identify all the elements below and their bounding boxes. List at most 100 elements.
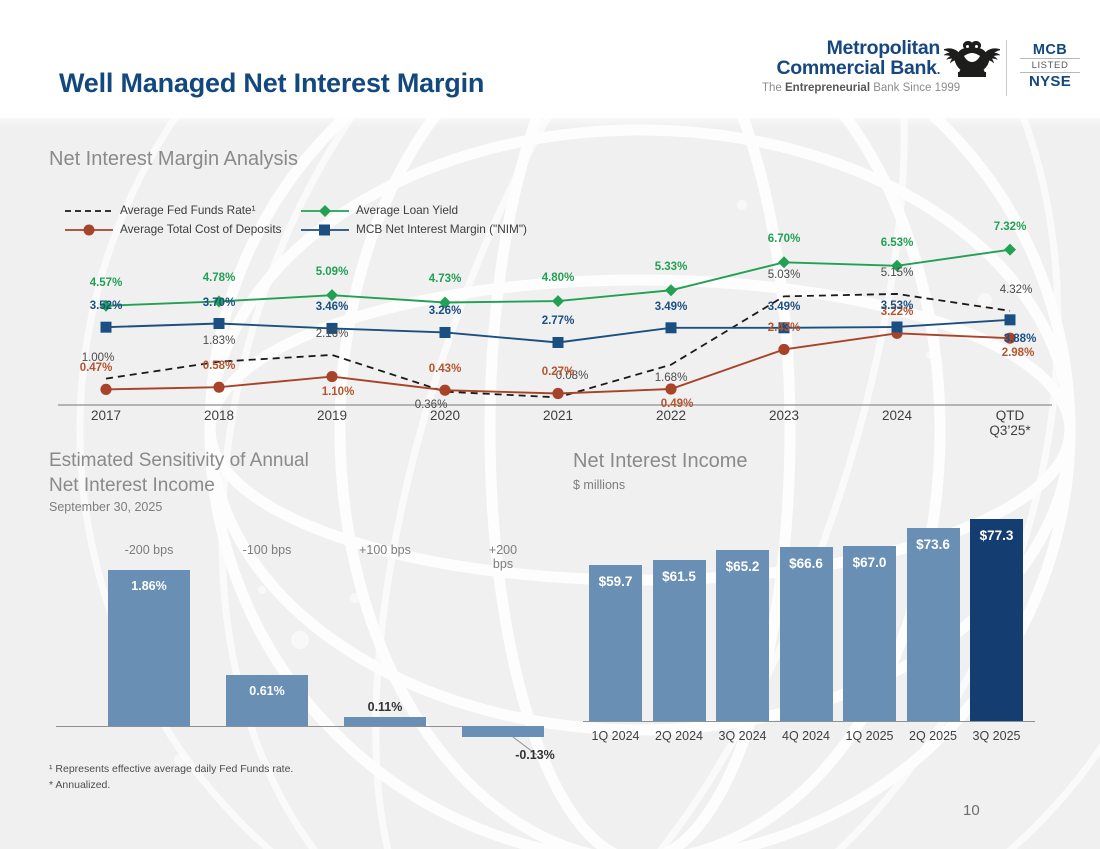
nii-bar [779, 546, 833, 721]
nii-category-label: 3Q 2024 [718, 729, 767, 743]
sensitivity-value-label: 0.11% [367, 699, 403, 714]
page-title: Well Managed Net Interest Margin [59, 68, 485, 98]
x-axis-label: 2018 [203, 408, 235, 423]
x-axis-label: 2023 [768, 408, 800, 423]
sensitivity-value-label: 1.86% [131, 578, 167, 593]
nii-category-label: 1Q 2024 [591, 729, 640, 743]
nim-chart-legend: Average Fed Funds Rate¹ Average Loan Yiel… [63, 203, 527, 243]
sensitivity-title-line1: Estimated Sensitivity of Annual [49, 450, 309, 471]
nii-value-label: $59.7 [598, 573, 633, 589]
data-label: 0.08% [555, 370, 589, 383]
sensitivity-bar [108, 569, 190, 726]
data-label: 2.98% [1001, 347, 1035, 360]
legend-item: MCB Net Interest Margin ("NIM") [299, 222, 527, 238]
nii-category-label: 1Q 2025 [845, 729, 894, 743]
nyse-listing-badge: MCB LISTED NYSE [1020, 42, 1080, 90]
logo-tagline-post: Bank Since 1999 [870, 82, 961, 94]
sensitivity-bar-chart: -200 bps -100 bps +100 bps +200 bps 1.86% 0.6… [48, 530, 555, 770]
nim-line-chart [50, 185, 1060, 420]
legend-label: Average Total Cost of Deposits [120, 222, 282, 237]
nii-bar [652, 559, 706, 721]
data-label: 0.43% [428, 363, 462, 376]
data-label: 3.49% [654, 300, 688, 313]
logo-line-2-mark: . [936, 62, 941, 77]
logo-divider [1006, 40, 1007, 96]
x-axis-label: QTD Q3’25* [989, 408, 1031, 438]
nim-x-axis: 2017 2018 2019 2020 2021 2022 2023 2024 QTD Q3’2… [50, 408, 1060, 438]
data-label: 4.32% [999, 283, 1033, 296]
sensitivity-category-label: +200 bps [488, 543, 518, 571]
data-label: 2.77% [541, 315, 575, 328]
legend-item: Average Total Cost of Deposits [63, 222, 282, 238]
legend-swatch [65, 224, 113, 236]
sensitivity-title-line2: Net Interest Income [49, 475, 215, 496]
data-label: 1.68% [654, 371, 688, 384]
nii-value-label: $65.2 [725, 559, 760, 575]
nii-category-label: 2Q 2024 [655, 729, 703, 743]
data-label: 5.15% [880, 266, 914, 279]
data-label: 0.27% [541, 366, 575, 379]
sensitivity-value-label: 0.61% [249, 683, 285, 698]
eagle-emblem-icon [942, 38, 1002, 87]
data-label: 3.26% [428, 305, 462, 318]
badge-exchange: NYSE [1028, 73, 1072, 90]
data-label: 0.36% [414, 398, 448, 411]
x-axis-label: 2022 [655, 408, 687, 423]
logo-tagline-pre: The [762, 82, 786, 94]
nii-bar [589, 564, 642, 721]
sensitivity-category-label: +100 bps [359, 543, 411, 557]
footnote-2: * Annualized. [49, 779, 111, 791]
data-label: 5.09% [315, 266, 349, 279]
sensitivity-zero-line [56, 726, 526, 727]
sensitivity-category-label: -200 bps [124, 543, 174, 557]
data-label: 0.58% [202, 360, 236, 373]
data-label: 4.57% [89, 276, 123, 289]
sensitivity-value-label: -0.13% [515, 747, 555, 762]
data-label: 3.46% [315, 301, 349, 314]
data-label: 1.83% [202, 334, 236, 347]
data-label: 2.43% [767, 322, 801, 335]
legend-swatch [301, 205, 349, 217]
legend-label: Average Fed Funds Rate¹ [120, 203, 256, 218]
data-label: 1.00% [81, 351, 115, 364]
nii-value-label: $66.6 [789, 555, 823, 571]
nii-value-label: $61.5 [662, 568, 696, 584]
logo-line-1: Metropolitan [826, 37, 941, 59]
data-label: 4.78% [202, 272, 236, 285]
sensitivity-leader-line [511, 735, 551, 762]
nii-subtitle: $ millions [573, 478, 626, 492]
data-label: 2.16% [315, 327, 349, 340]
data-label: 4.80% [541, 272, 575, 285]
logo-tagline-bold: Entrepreneurial [785, 82, 871, 94]
nii-category-label: 3Q 2025 [972, 729, 1021, 743]
legend-swatch [301, 224, 349, 236]
legend-item: Average Loan Yield [299, 203, 458, 219]
sensitivity-bar [226, 674, 308, 726]
nii-category-label: 2Q 2025 [909, 729, 957, 743]
nii-bar [970, 518, 1023, 721]
data-label: 3.22% [880, 306, 914, 319]
x-axis-label: 2020 [429, 408, 461, 423]
data-label: 3.88% [1003, 332, 1037, 345]
sensitivity-bar [344, 716, 426, 726]
nii-value-label: $73.6 [916, 537, 950, 553]
page-number: 10 [963, 802, 980, 819]
footnote-1: ¹ Represents effective average daily Fed… [49, 763, 294, 775]
sensitivity-category-label: -100 bps [242, 543, 292, 557]
sensitivity-section-title: Estimated Sensitivity of Annual Net Inte… [49, 448, 429, 498]
sensitivity-bar [462, 726, 544, 737]
nii-bar [906, 528, 960, 721]
data-label: 0.49% [660, 398, 694, 410]
nii-baseline [583, 721, 1035, 722]
nii-bar-chart: $59.7 1Q 2024 $61.5 2Q 2024 $65.2 3Q 2024 $66.… [575, 490, 1045, 760]
data-label: 6.53% [880, 236, 914, 249]
nii-bar [716, 550, 769, 721]
nii-section-title: Net Interest Income [573, 450, 748, 472]
data-label: 3.49% [767, 300, 801, 313]
x-axis-label: 2019 [316, 408, 348, 423]
header-fade [0, 108, 1100, 128]
data-label: 7.32% [993, 220, 1027, 233]
header-band [0, 0, 1100, 118]
nii-bar [843, 545, 896, 721]
